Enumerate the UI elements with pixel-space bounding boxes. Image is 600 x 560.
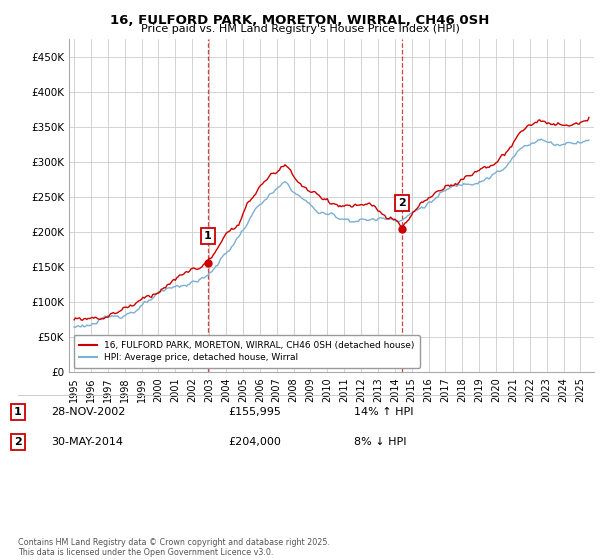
Text: Price paid vs. HM Land Registry's House Price Index (HPI): Price paid vs. HM Land Registry's House … (140, 24, 460, 34)
Text: 2: 2 (14, 437, 22, 447)
Text: 28-NOV-2002: 28-NOV-2002 (51, 407, 125, 417)
Text: 14% ↑ HPI: 14% ↑ HPI (354, 407, 413, 417)
Text: Contains HM Land Registry data © Crown copyright and database right 2025.
This d: Contains HM Land Registry data © Crown c… (18, 538, 330, 557)
Text: 1: 1 (204, 231, 211, 241)
Text: 30-MAY-2014: 30-MAY-2014 (51, 437, 123, 447)
Legend: 16, FULFORD PARK, MORETON, WIRRAL, CH46 0SH (detached house), HPI: Average price: 16, FULFORD PARK, MORETON, WIRRAL, CH46 … (74, 335, 420, 368)
Text: £155,995: £155,995 (228, 407, 281, 417)
Text: £204,000: £204,000 (228, 437, 281, 447)
Text: 2: 2 (398, 198, 406, 208)
Text: 16, FULFORD PARK, MORETON, WIRRAL, CH46 0SH: 16, FULFORD PARK, MORETON, WIRRAL, CH46 … (110, 14, 490, 27)
Text: 1: 1 (14, 407, 22, 417)
Text: 8% ↓ HPI: 8% ↓ HPI (354, 437, 407, 447)
